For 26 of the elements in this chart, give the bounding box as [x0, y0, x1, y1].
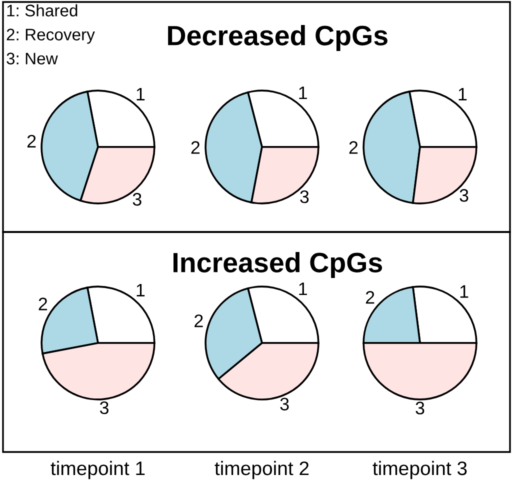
slice-label: 2: [27, 134, 36, 148]
slice-label: 3: [300, 190, 309, 204]
slice-label: 2: [366, 291, 374, 304]
slice-label: 3: [100, 401, 108, 414]
slice-label: 1: [299, 86, 307, 100]
slice-label: 3: [460, 189, 468, 202]
slice-label: 3: [132, 192, 142, 206]
slice-label: 1: [299, 282, 307, 296]
text: timepoint 2: [214, 460, 309, 480]
text: 3: New: [6, 52, 58, 64]
chart-title: Increased CpGs: [174, 252, 382, 278]
text: timepoint 3: [372, 460, 467, 480]
text: 2: Recovery: [6, 28, 95, 44]
slice-label: 1: [458, 88, 467, 100]
slice-label: 2: [349, 141, 358, 154]
slice-label: 2: [38, 298, 48, 310]
slice-label: 1: [136, 88, 145, 100]
text: timepoint 1: [50, 460, 145, 480]
slice-label: 2: [191, 141, 200, 154]
slice-label: 3: [280, 398, 289, 410]
slice-label: 1: [136, 284, 145, 296]
slice-label: 2: [194, 314, 203, 328]
slice-label: 3: [416, 402, 424, 414]
slice-label: 1: [460, 285, 468, 298]
chart-title: Decreased CpGs: [168, 25, 388, 51]
text: 1: Shared: [7, 4, 78, 16]
